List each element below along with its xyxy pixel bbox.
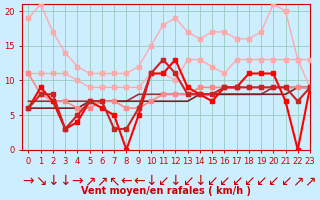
X-axis label: Vent moyen/en rafales ( km/h ): Vent moyen/en rafales ( km/h ) bbox=[81, 186, 251, 196]
